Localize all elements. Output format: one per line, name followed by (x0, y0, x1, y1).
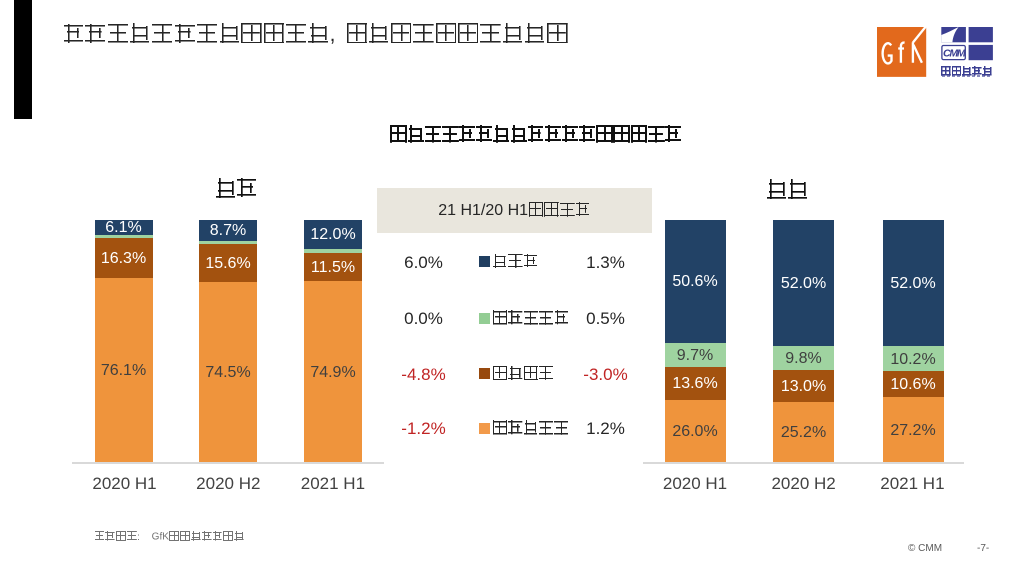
svg-text:CMM: CMM (943, 47, 966, 59)
